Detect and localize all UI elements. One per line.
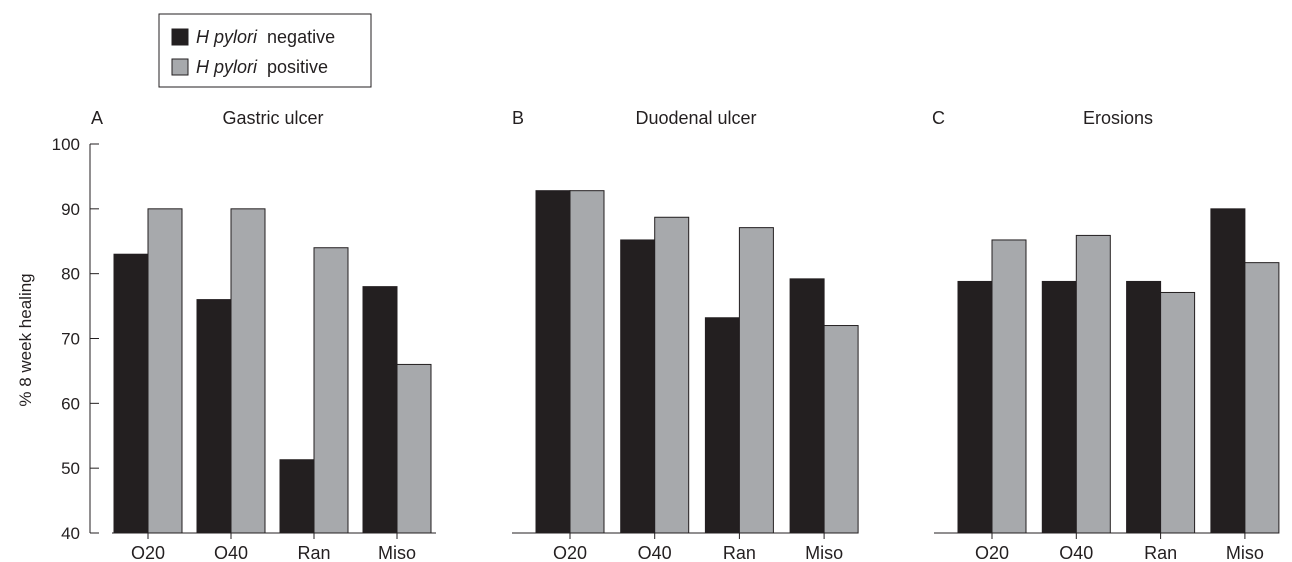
category-label: Ran <box>1144 543 1177 562</box>
legend-label-suffix: negative <box>267 27 335 47</box>
panel-title: Erosions <box>1083 108 1153 128</box>
panel-letter: B <box>512 108 524 128</box>
y-axis-label: % 8 week healing <box>16 273 35 406</box>
bar-positive-o20 <box>569 190 605 534</box>
legend-label-prefix: H pylori <box>196 27 258 47</box>
panel-gastric-ulcer: A Gastric ulcer 40 50 60 70 80 90 100 O20 O40 Ra… <box>52 108 436 562</box>
bar-positive-miso <box>823 325 859 534</box>
bar-negative-miso <box>789 278 825 534</box>
bar-positive-o20 <box>147 208 183 534</box>
bar-negative-o20 <box>113 253 149 534</box>
bar-positive-miso <box>1244 262 1280 534</box>
legend-box <box>158 13 372 88</box>
bar-positive-o40 <box>230 208 266 534</box>
category-label: O40 <box>638 543 672 562</box>
y-tick-label: 70 <box>61 330 80 349</box>
y-tick-label: 100 <box>52 135 80 154</box>
bar-positive-o40 <box>654 216 690 534</box>
category-label: Miso <box>1226 543 1264 562</box>
bar-positive-miso <box>396 363 432 534</box>
bar-negative-o40 <box>1041 280 1077 534</box>
svg-text:H pylori positive: H pylori positive <box>196 57 328 77</box>
bar-negative-miso <box>362 286 398 534</box>
bar-positive-ran <box>738 227 774 534</box>
panel-duodenal-ulcer: B Duodenal ulcer O20 O40 Ran Miso <box>512 108 859 562</box>
panel-title: Duodenal ulcer <box>635 108 756 128</box>
legend-label-prefix: H pylori <box>196 57 258 77</box>
bar-negative-o40 <box>620 239 656 534</box>
bar-negative-ran <box>279 459 315 534</box>
legend-swatch-positive <box>171 58 189 76</box>
bar-positive-o20 <box>991 239 1027 534</box>
category-label: O40 <box>1059 543 1093 562</box>
category-label: Miso <box>805 543 843 562</box>
y-tick-label: 90 <box>61 200 80 219</box>
category-label: Ran <box>723 543 756 562</box>
svg-text:H pylori negative: H pylori negative <box>196 27 335 47</box>
panel-letter: C <box>932 108 945 128</box>
bar-negative-o40 <box>196 299 232 534</box>
panel-erosions: C Erosions O20 O40 Ran Miso <box>932 108 1280 562</box>
legend-item-negative: H pylori negative <box>171 27 335 47</box>
legend-label-suffix: positive <box>267 57 328 77</box>
y-tick-label: 80 <box>61 265 80 284</box>
bar-positive-ran <box>1160 291 1196 534</box>
category-label: O20 <box>553 543 587 562</box>
y-tick-label: 50 <box>61 459 80 478</box>
category-label: Miso <box>378 543 416 562</box>
panel-title: Gastric ulcer <box>222 108 323 128</box>
bar-negative-miso <box>1210 208 1246 534</box>
category-label: O20 <box>131 543 165 562</box>
category-label: Ran <box>297 543 330 562</box>
bar-positive-ran <box>313 247 349 534</box>
legend: H pylori negative H pylori positive <box>158 13 372 88</box>
bar-negative-o20 <box>535 190 571 534</box>
bar-negative-o20 <box>957 280 993 534</box>
legend-swatch-negative <box>171 28 189 46</box>
y-tick-label: 60 <box>61 394 80 413</box>
bar-negative-ran <box>704 317 740 534</box>
legend-item-positive: H pylori positive <box>171 57 328 77</box>
bar-positive-o40 <box>1075 234 1111 534</box>
category-label: O40 <box>214 543 248 562</box>
category-label: O20 <box>975 543 1009 562</box>
panel-letter: A <box>91 108 103 128</box>
bar-negative-ran <box>1126 280 1162 534</box>
y-tick-label: 40 <box>61 524 80 543</box>
